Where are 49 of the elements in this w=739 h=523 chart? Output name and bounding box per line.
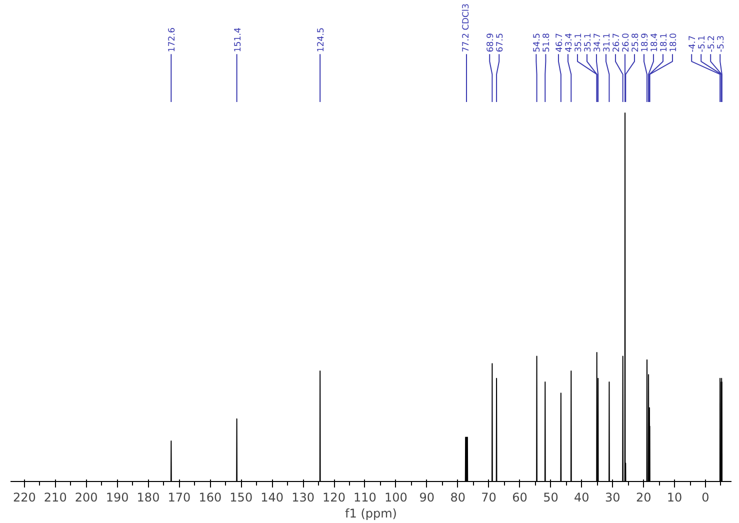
- annotation: 18.9: [640, 32, 650, 52]
- annotation: 26.0: [621, 32, 632, 52]
- x-tick-label: 160: [198, 490, 222, 504]
- x-tick-label: 70: [481, 490, 496, 504]
- annotation: 25.8: [630, 32, 641, 52]
- x-tick-label: 60: [512, 490, 528, 504]
- x-tick-label: 170: [168, 490, 191, 504]
- annotation: 67.5: [496, 32, 506, 52]
- x-tick-label: 20: [636, 490, 652, 504]
- annotation: 26.7: [612, 32, 622, 52]
- annotation: 151.4: [233, 26, 244, 52]
- annotation: 18.1: [659, 32, 670, 52]
- x-tick-label: 50: [543, 490, 558, 504]
- annotation: 35.1: [583, 32, 594, 52]
- annotation: 77.2 CDCl3: [462, 4, 472, 52]
- x-tick-label: 220: [12, 490, 36, 504]
- x-tick-label: 90: [419, 490, 435, 504]
- annotation: 31.1: [602, 32, 612, 52]
- x-tick-label: 30: [604, 490, 620, 504]
- annotation: 34.7: [592, 32, 603, 52]
- x-tick-label: 180: [136, 490, 160, 504]
- annotation: -5.2: [707, 35, 718, 52]
- annotation: 46.7: [554, 32, 565, 52]
- annotation: 124.5: [316, 27, 327, 52]
- annotation: -4.7: [688, 35, 698, 52]
- x-tick-label: 10: [666, 490, 682, 504]
- x-tick-label: 140: [260, 490, 284, 504]
- annotation: 43.4: [564, 32, 574, 52]
- annotation: 51.8: [542, 32, 552, 52]
- annotation: 68.9: [486, 32, 496, 52]
- x-tick-label: 40: [574, 490, 590, 504]
- x-tick-label: 80: [450, 490, 466, 504]
- annotation: 35.1: [574, 32, 584, 52]
- annotation: 18.4: [650, 32, 660, 52]
- x-tick-label: 120: [322, 490, 346, 504]
- annotation: 18.0: [668, 32, 679, 52]
- x-tick-label: 210: [44, 490, 67, 504]
- annotation: 172.6: [168, 27, 178, 52]
- x-tick-label: 100: [384, 490, 408, 504]
- x-tick-label: 110: [354, 490, 376, 504]
- x-tick-label: 0: [702, 490, 710, 504]
- x-tick-label: 200: [74, 490, 98, 504]
- x-axis-title: f1 (ppm): [345, 506, 397, 520]
- x-tick-label: 150: [230, 490, 253, 504]
- annotation: 54.5: [532, 32, 543, 52]
- annotation: -5.1: [698, 35, 708, 52]
- x-tick-label: 130: [292, 490, 314, 504]
- annotation: -5.3: [716, 35, 727, 52]
- x-tick-label: 190: [106, 490, 129, 504]
